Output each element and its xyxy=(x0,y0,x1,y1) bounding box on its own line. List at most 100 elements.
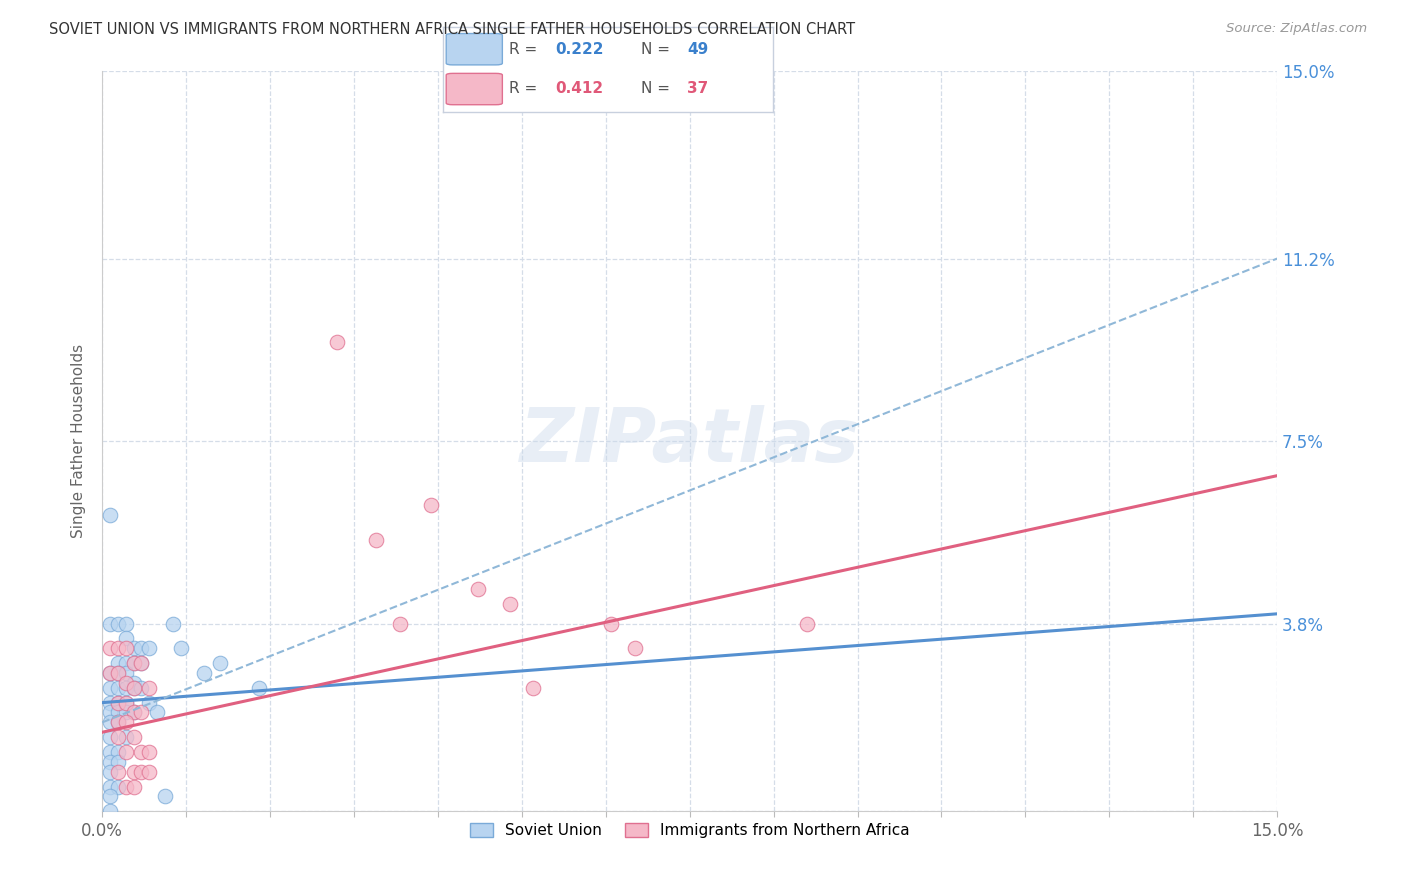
Point xyxy=(122,706,145,720)
Point xyxy=(107,696,129,710)
Point xyxy=(122,681,145,695)
Point xyxy=(122,656,145,670)
Point xyxy=(193,666,215,681)
Point xyxy=(107,730,129,744)
Text: SOVIET UNION VS IMMIGRANTS FROM NORTHERN AFRICA SINGLE FATHER HOUSEHOLDS CORRELA: SOVIET UNION VS IMMIGRANTS FROM NORTHERN… xyxy=(49,22,855,37)
Point xyxy=(107,696,129,710)
Point xyxy=(107,745,129,759)
Point xyxy=(114,696,136,710)
Point xyxy=(326,335,349,350)
Point xyxy=(107,656,129,670)
Point xyxy=(114,745,136,759)
Point xyxy=(98,616,121,631)
Point xyxy=(114,780,136,794)
Point xyxy=(107,641,129,656)
Point xyxy=(98,715,121,730)
Point xyxy=(107,616,129,631)
Point xyxy=(467,582,489,596)
Point xyxy=(131,764,153,779)
Text: 37: 37 xyxy=(688,81,709,96)
Point xyxy=(122,656,145,670)
Point xyxy=(131,641,153,656)
Point xyxy=(114,676,136,690)
Point xyxy=(107,706,129,720)
Point xyxy=(131,656,153,670)
Point xyxy=(98,730,121,744)
Point xyxy=(114,696,136,710)
Point xyxy=(107,715,129,730)
Point xyxy=(114,706,136,720)
Point xyxy=(122,706,145,720)
Text: 49: 49 xyxy=(688,42,709,57)
Point xyxy=(624,641,647,656)
Point xyxy=(98,641,121,656)
Point xyxy=(98,764,121,779)
Point xyxy=(138,764,160,779)
Point xyxy=(162,616,184,631)
Point xyxy=(388,616,411,631)
Point xyxy=(600,616,623,631)
Point xyxy=(107,715,129,730)
Point xyxy=(247,681,270,695)
Point xyxy=(169,641,191,656)
Point xyxy=(98,789,121,804)
Point xyxy=(98,696,121,710)
Point xyxy=(208,656,231,670)
Point xyxy=(114,656,136,670)
Point xyxy=(122,681,145,695)
Point xyxy=(522,681,544,695)
Point xyxy=(114,730,136,744)
Point xyxy=(131,681,153,695)
Text: Source: ZipAtlas.com: Source: ZipAtlas.com xyxy=(1226,22,1367,36)
Point xyxy=(122,676,145,690)
Point xyxy=(98,780,121,794)
Point xyxy=(114,616,136,631)
Text: 0.222: 0.222 xyxy=(555,42,603,57)
Text: N =: N = xyxy=(641,42,675,57)
Point xyxy=(131,745,153,759)
Point xyxy=(107,764,129,779)
Point xyxy=(122,641,145,656)
Text: R =: R = xyxy=(509,42,543,57)
Point xyxy=(138,745,160,759)
Point xyxy=(138,681,160,695)
Point xyxy=(498,597,520,611)
Point xyxy=(107,666,129,681)
Point xyxy=(131,656,153,670)
Text: R =: R = xyxy=(509,81,543,96)
Point xyxy=(98,804,121,818)
Text: ZIPatlas: ZIPatlas xyxy=(520,405,859,477)
Point xyxy=(122,730,145,744)
Point xyxy=(796,616,818,631)
Point xyxy=(138,641,160,656)
Point xyxy=(114,666,136,681)
Point xyxy=(98,745,121,759)
Point xyxy=(146,706,169,720)
Point xyxy=(366,533,388,547)
FancyBboxPatch shape xyxy=(446,34,502,65)
Point xyxy=(107,780,129,794)
Point xyxy=(420,498,443,512)
FancyBboxPatch shape xyxy=(446,73,502,104)
Point xyxy=(98,666,121,681)
Point xyxy=(153,789,176,804)
Text: N =: N = xyxy=(641,81,675,96)
Point xyxy=(114,715,136,730)
Text: 0.412: 0.412 xyxy=(555,81,603,96)
Point xyxy=(114,632,136,646)
Point xyxy=(122,780,145,794)
Point xyxy=(138,696,160,710)
Point xyxy=(98,755,121,769)
Point xyxy=(107,666,129,681)
Point xyxy=(98,706,121,720)
Point xyxy=(131,706,153,720)
Point xyxy=(114,641,136,656)
Point xyxy=(98,508,121,523)
Point xyxy=(114,681,136,695)
Y-axis label: Single Father Households: Single Father Households xyxy=(72,344,86,538)
Point xyxy=(107,755,129,769)
Point xyxy=(107,681,129,695)
Point xyxy=(98,681,121,695)
Point xyxy=(122,764,145,779)
Legend: Soviet Union, Immigrants from Northern Africa: Soviet Union, Immigrants from Northern A… xyxy=(464,816,915,844)
